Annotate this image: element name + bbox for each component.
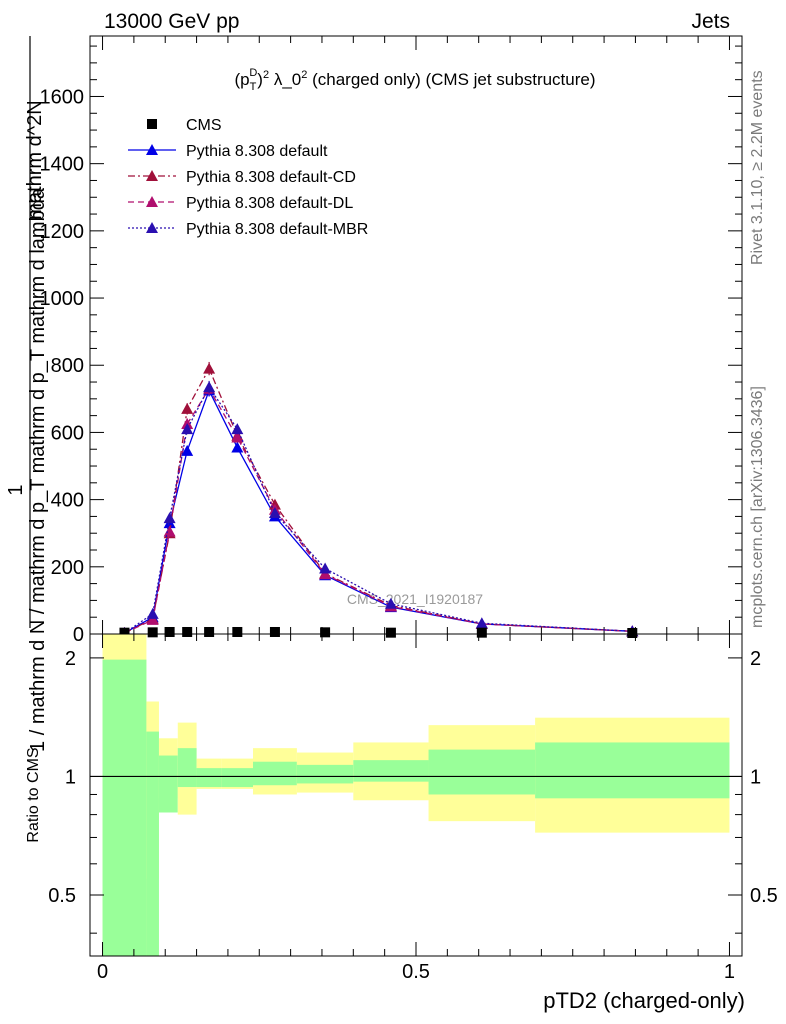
energy-label: 13000 GeV pp (104, 10, 239, 33)
ratio-x-ticks: 0 0.5 1 (97, 634, 735, 983)
legend-marker-cms (147, 119, 157, 129)
series-point (475, 617, 488, 629)
x-tick-label: 0.5 (402, 961, 430, 983)
series-point (319, 568, 332, 580)
series-point (319, 562, 332, 574)
legend-label: Pythia 8.308 default-MBR (186, 221, 368, 238)
ratio-y-tick-label: 0.5 (48, 885, 76, 907)
cms-point (204, 626, 215, 637)
ratio-y-tick-label-right: 2 (750, 648, 761, 670)
plot-title: (pTD)2 λ_02 (charged only) (CMS jet subs… (234, 67, 595, 93)
series-point (146, 613, 159, 625)
y-tick-label: 1200 (40, 221, 85, 243)
y-tick-label: 800 (51, 355, 84, 377)
main-y-ticks: 0 200 400 600 800 1000 1200 1400 1600 (40, 45, 742, 646)
ratio-band-inner (221, 768, 253, 788)
ratio-y-tick-label-right: 1 (750, 766, 761, 788)
ratio-band-inner (102, 659, 147, 956)
series-point (203, 362, 216, 374)
ratio-band-inner (158, 755, 178, 813)
y-tick-label: 1400 (40, 154, 85, 176)
legend-label: Pythia 8.308 default (186, 143, 328, 160)
legend-marker (146, 170, 158, 181)
ratio-band-inner (146, 731, 159, 956)
y-axis-label: mathrm d^2N 1 / mathrm d N / mathrm d p_… (5, 36, 49, 752)
process-label: Jets (691, 10, 730, 33)
x-axis-label: pTD2 (charged-only) (543, 988, 745, 1013)
source-label: mcplots.cern.ch [arXiv:1306.3436] (749, 386, 766, 628)
cms-point (119, 627, 130, 638)
series-point (231, 423, 244, 435)
series-point (163, 525, 176, 537)
ratio-band-inner (428, 749, 536, 795)
cms-layer (119, 626, 638, 638)
legend: CMS Pythia 8.308 default Pythia 8.308 defa… (128, 117, 368, 238)
series-point (181, 402, 194, 414)
legend-marker (146, 222, 158, 233)
series-point (146, 607, 159, 619)
legend-item: Pythia 8.308 default-CD (128, 169, 356, 186)
ratio-y-tick-label: 2 (65, 648, 76, 670)
legend-item: Pythia 8.308 default-DL (128, 195, 353, 212)
ratio-band-inner (253, 761, 297, 786)
series-point (231, 441, 244, 453)
cms-point (627, 628, 638, 638)
cms-point (476, 627, 487, 638)
series-point (203, 381, 216, 393)
y-tick-label: 200 (51, 557, 84, 579)
series-point (268, 507, 281, 519)
ratio-band-inner (296, 764, 354, 784)
ratio-band-inner (535, 742, 730, 799)
y-tick-label: 600 (51, 422, 84, 444)
legend-label: CMS (186, 117, 222, 134)
y-label-one: 1 (5, 484, 27, 495)
ratio-y-tick-label: 1 (65, 766, 76, 788)
series-line (124, 387, 633, 634)
legend-item: Pythia 8.308 default-MBR (128, 221, 368, 238)
series-2 (118, 382, 639, 638)
cms-point (385, 627, 396, 638)
legend-label: Pythia 8.308 default-DL (186, 195, 353, 212)
ratio-bands (102, 634, 730, 956)
ratio-y-tick-label-right: 0.5 (750, 885, 778, 907)
legend-label: Pythia 8.308 default-CD (186, 169, 356, 186)
ratio-panel: 0.5 0.51 12 2 0 0.5 1 (48, 633, 778, 983)
main-x-ticks (102, 36, 730, 634)
x-tick-label: 0 (97, 961, 108, 983)
cms-point (164, 626, 175, 637)
cms-point (232, 626, 243, 637)
ratio-y-label: Ratio to CMS (25, 747, 42, 842)
legend-marker (146, 196, 158, 207)
cms-point (269, 626, 280, 637)
series-point (181, 423, 194, 435)
ratio-band-inner (177, 748, 197, 788)
y-label-full: 1 / mathrm d N / mathrm d p_T mathrm d p… (27, 187, 49, 752)
rivet-label: Rivet 3.1.10, ≥ 2.2M events (749, 70, 766, 265)
cms-point (320, 627, 331, 638)
series-point (384, 597, 397, 609)
y-tick-label: 400 (51, 490, 84, 512)
ratio-band-inner (196, 768, 222, 788)
legend-item: Pythia 8.308 default (128, 143, 328, 160)
legend-marker (146, 144, 158, 155)
ratio-band-inner (353, 760, 429, 782)
x-tick-label: 1 (724, 961, 735, 983)
y-tick-label: 1600 (40, 86, 85, 108)
ratio-y-ticks: 0.5 0.5 1 1 2 2 (48, 648, 778, 934)
cms-point (182, 626, 193, 637)
series-point (231, 431, 244, 443)
legend-item: CMS (147, 117, 222, 134)
series-point (163, 512, 176, 524)
y-tick-label: 1000 (40, 288, 85, 310)
y-tick-label: 0 (73, 624, 84, 646)
series-point (181, 444, 194, 456)
cms-point (147, 627, 158, 638)
